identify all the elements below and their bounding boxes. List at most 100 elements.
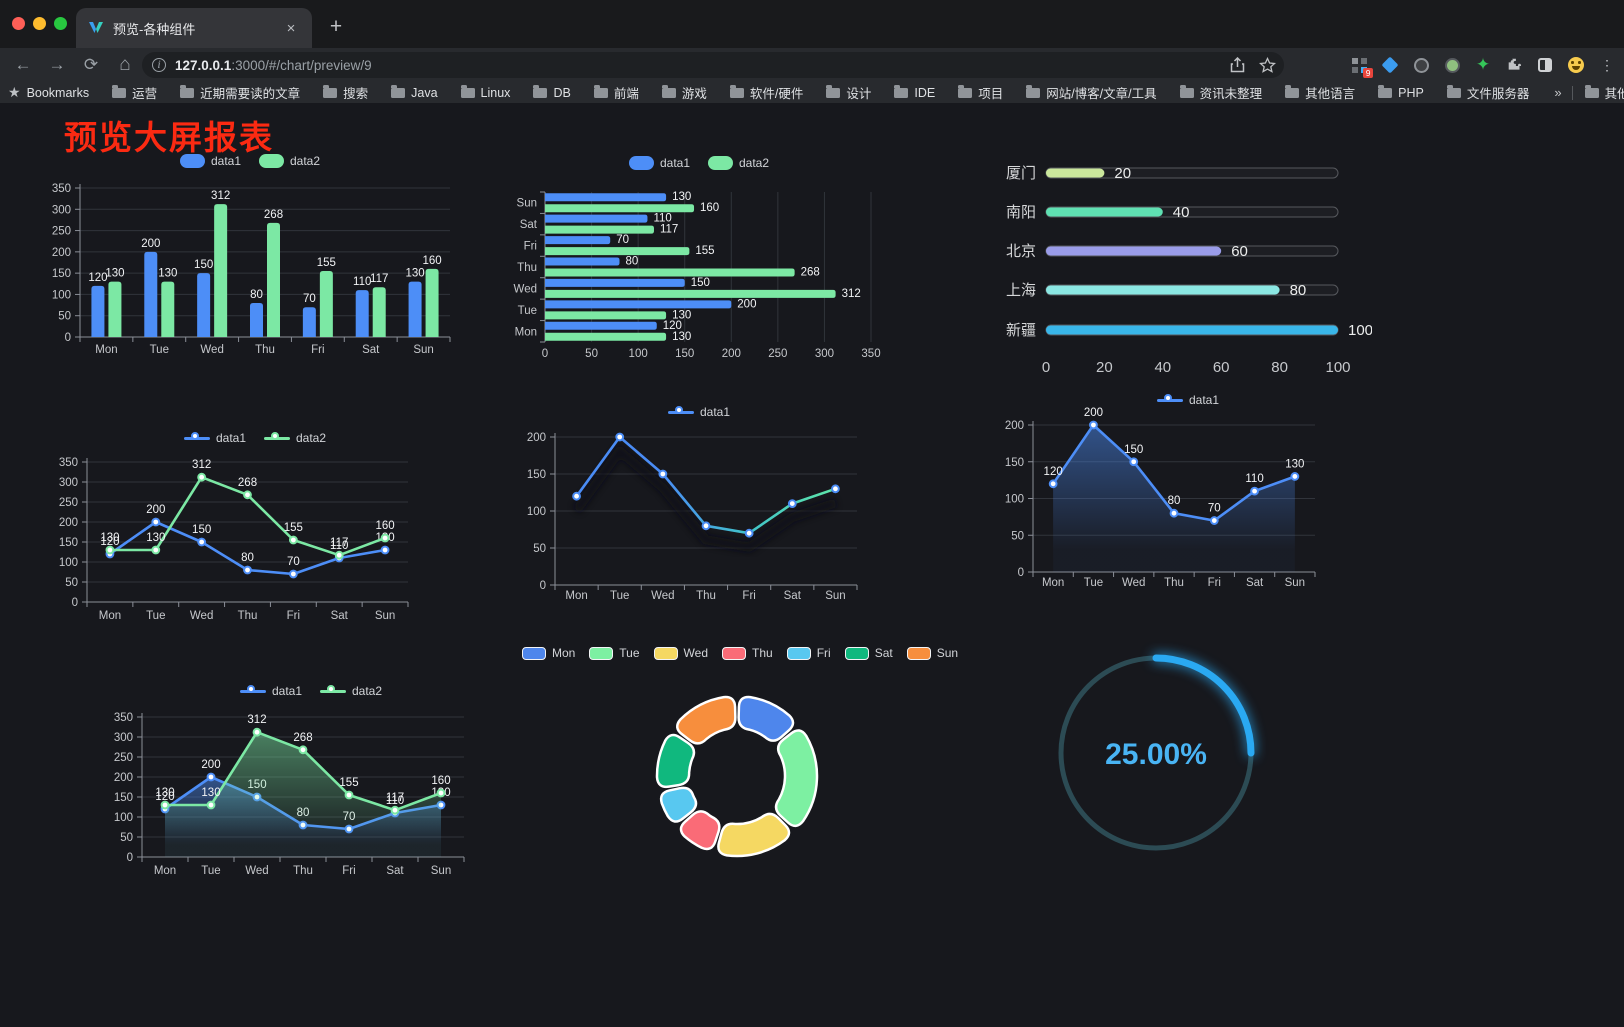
axis-label: 150 [1005,457,1024,469]
legend-item-data1[interactable]: data1 [183,431,246,445]
legend-item-Sat[interactable]: Sat [844,646,893,660]
bookmark-item[interactable]: 设计 [826,83,871,102]
round-extension-icon[interactable] [1410,54,1432,76]
bookmark-label: 项目 [978,87,1004,101]
legend-item-Thu[interactable]: Thu [722,646,773,660]
smiley-extension-icon[interactable] [1565,54,1587,76]
bookmark-item[interactable]: PHP [1378,85,1424,100]
address-bar[interactable]: i 127.0.0.1:3000/#/chart/preview/9 [142,52,1284,78]
data-label: 110 [353,276,371,288]
axis-label: Mon [565,590,587,602]
bookmark-star-icon[interactable] [1259,57,1276,73]
legend-item-data1[interactable]: data1 [239,684,302,698]
legend-item-Mon[interactable]: Mon [521,646,575,660]
legend-item-data1[interactable]: data1 [628,156,690,170]
axis-label: 100 [1005,494,1024,506]
bookmark-label: 其他语言 [1305,87,1356,101]
bookmark-label: 搜索 [343,87,369,101]
bookmark-item[interactable]: 网站/博客/文章/工具 [1026,83,1157,102]
row-label: 新疆 [1006,322,1036,339]
browser-menu-icon[interactable]: ⋮ [1600,56,1614,73]
axis-label: 300 [114,732,133,744]
bar [161,281,175,337]
legend-item-Fri[interactable]: Fri [786,646,831,660]
bookmark-label: 资讯未整理 [1199,87,1263,101]
maximize-window-button[interactable] [54,17,67,30]
folder-icon [1285,85,1300,98]
bookmark-item[interactable]: 搜索 [323,83,368,102]
legend-label: data1 [699,405,731,419]
data-label: 268 [238,477,257,489]
data-label: 80 [626,256,639,268]
folder-icon [1584,85,1599,98]
bookmark-item[interactable]: IDE [894,85,935,100]
puzzle-extensions-icon[interactable] [1503,54,1525,76]
share-icon[interactable] [1230,57,1245,73]
bookmark-label: 设计 [846,87,872,101]
tab-close-icon[interactable]: × [286,19,296,37]
legend-item-data2[interactable]: data2 [320,684,382,698]
data-point [288,569,298,579]
home-icon[interactable]: ⌂ [119,54,131,75]
bookmark-item[interactable]: 前端 [593,83,639,102]
green-dot-extension-icon[interactable] [1441,54,1463,76]
bookmark-item[interactable]: 资讯未整理 [1179,83,1263,102]
reload-icon[interactable]: ⟳ [83,55,99,74]
other-bookmarks-item[interactable]: 其他书签 [1584,83,1624,102]
bookmark-item[interactable]: 游戏 [661,83,707,102]
legend-item-data1[interactable]: data1 [667,405,731,419]
bookmark-item[interactable]: 近期需要读的文章 [180,83,300,102]
browser-tab[interactable]: 预览-各种组件 × [76,8,312,48]
legend-item-Tue[interactable]: Tue [589,646,640,660]
legend-item-Wed[interactable]: Wed [653,646,708,660]
gem-extension-icon[interactable] [1379,54,1401,76]
bookmark-item[interactable]: Linux [460,85,510,100]
back-icon[interactable]: ← [14,55,32,74]
bookmarks-overflow-icon[interactable]: » [1554,85,1562,100]
legend-label: Sat [874,646,893,660]
legend-swatch [906,646,931,660]
legend-item-data2[interactable]: data2 [708,156,769,170]
legend-swatch [722,646,746,660]
close-window-button[interactable] [12,17,25,30]
progress-fill [1046,207,1163,217]
data-label: 200 [201,759,220,771]
bar [545,289,836,298]
forward-icon[interactable]: → [48,55,66,74]
extension-grid-icon[interactable]: 9 [1348,54,1373,78]
legend-item-data2[interactable]: data2 [264,431,326,445]
folder-icon [661,85,676,98]
bar [545,214,648,223]
legend-label: data2 [296,431,327,445]
data-label: 160 [422,255,441,267]
data-point [105,545,115,555]
tab-strip: 预览-各种组件 × + [0,0,1624,48]
axis-label: 250 [114,752,133,764]
bookmark-item[interactable]: 项目 [958,83,1003,102]
data-point [151,545,161,555]
bookmark-item[interactable]: 软件/硬件 [729,83,803,102]
bookmarks-manager-item[interactable]: ★ Bookmarks [8,84,89,101]
bookmark-item[interactable]: 运营 [112,83,157,102]
minimize-window-button[interactable] [33,17,46,30]
bookmark-item[interactable]: 其他语言 [1285,83,1355,102]
legend-item-data1[interactable]: data1 [179,154,241,168]
legend-item-Sun[interactable]: Sun [906,646,958,660]
bookmark-item[interactable]: 文件服务器 [1446,83,1529,102]
axis-label: 0 [542,348,548,360]
data-point [160,800,170,810]
bar [545,257,620,266]
bookmarks-divider [1571,85,1573,100]
axis-label: Wed [200,344,223,356]
data-label: 268 [264,209,283,221]
green-star-extension-icon[interactable]: ✦ [1475,55,1491,74]
legend-item-data1[interactable]: data1 [1156,393,1219,407]
site-info-icon[interactable]: i [152,58,166,72]
bookmark-item[interactable]: Java [391,85,438,100]
sidebar-extension-icon[interactable] [1534,54,1556,76]
new-tab-button[interactable]: + [329,15,343,38]
legend-item-data2[interactable]: data2 [259,154,320,168]
folder-icon [826,85,841,98]
bookmark-item[interactable]: DB [533,85,571,100]
bar [545,278,685,287]
